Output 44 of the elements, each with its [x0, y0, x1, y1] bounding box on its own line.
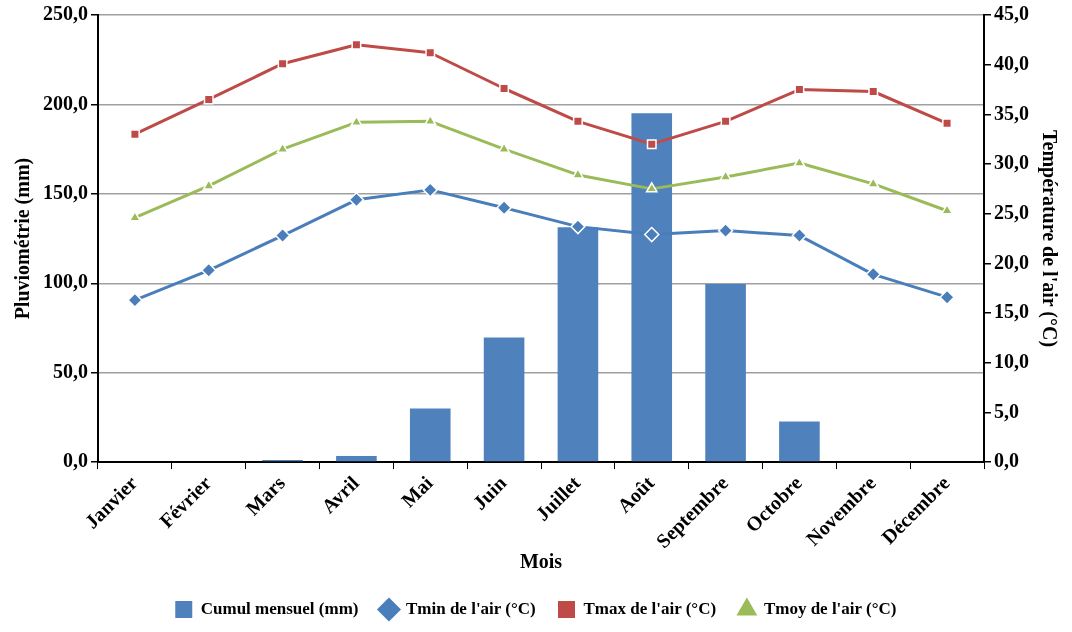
y2-axis-title: Température de l'air (°C) [1037, 130, 1061, 348]
bar [336, 456, 377, 462]
bar [705, 283, 746, 462]
y2-tick-label: 45,0 [994, 2, 1029, 25]
y-tick-label: 100,0 [43, 270, 88, 293]
point [499, 83, 510, 94]
x-tick-label: Juin [468, 471, 511, 514]
point [646, 139, 657, 150]
point [201, 262, 217, 279]
point [422, 182, 438, 198]
y2-tick-label: 5,0 [994, 399, 1019, 422]
point [496, 200, 512, 216]
point [127, 292, 143, 308]
bar [483, 337, 525, 462]
y-tick-label: 50,0 [53, 359, 88, 382]
legend-label: Tmoy de l'air (°C) [763, 598, 897, 618]
y2-tick-label: 20,0 [994, 250, 1029, 273]
point [203, 94, 214, 105]
point [644, 226, 660, 243]
point [791, 227, 808, 244]
point [645, 182, 658, 193]
y-tick-label: 200,0 [43, 91, 88, 114]
x-tick-label: Mai [396, 471, 438, 512]
legend-label: Tmax de l'air (°C) [583, 598, 717, 618]
point [939, 289, 955, 305]
point [348, 192, 365, 208]
y2-tick-label: 30,0 [994, 151, 1029, 174]
bar [779, 421, 820, 462]
x-axis-title: Mois [519, 550, 563, 573]
y2-tick-label: 0,0 [994, 449, 1019, 472]
point [274, 227, 291, 244]
y-axis-title: Pluviométrie (mm) [11, 157, 35, 320]
y2-tick-label: 15,0 [994, 300, 1029, 323]
legend-label: Cumul mensuel (mm) [200, 598, 359, 618]
legend-label: Tmin de l'air (°C) [405, 598, 536, 618]
point [865, 266, 881, 283]
y-tick-label: 250,0 [43, 2, 88, 25]
y2-tick-label: 10,0 [994, 349, 1029, 372]
bar [409, 408, 451, 462]
y-tick-label: 0,0 [63, 449, 88, 472]
y2-tick-label: 35,0 [994, 101, 1029, 124]
y-tick-label: 150,0 [43, 181, 88, 204]
y2-tick-label: 40,0 [994, 51, 1029, 74]
y2-tick-label: 25,0 [994, 200, 1029, 223]
